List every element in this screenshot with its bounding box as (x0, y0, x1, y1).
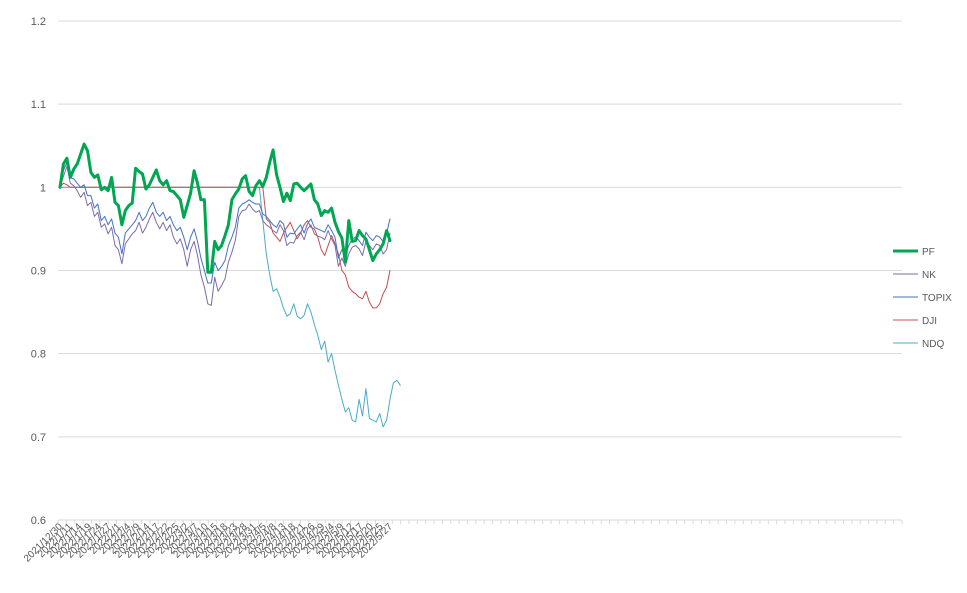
series-line-pf (58, 142, 392, 274)
legend-label-pf: PF (922, 247, 935, 258)
legend-label-ndq: NDQ (922, 339, 944, 350)
series-line-nk (59, 166, 391, 306)
y-tick-label: 0.8 (31, 349, 46, 361)
y-tick-label: 0.6 (31, 515, 46, 527)
gridlines (58, 20, 902, 521)
legend: PF NK TOPIX DJI NDQ (893, 247, 952, 350)
y-axis: 0.6 0.7 0.8 0.9 1 1.1 1.2 (31, 16, 46, 527)
series-line-topix (59, 161, 391, 284)
x-axis: 2021/12/302022/1/112022/1/142022/1/19202… (22, 519, 903, 565)
y-tick-label: 0.7 (31, 432, 46, 444)
y-tick-label: 1 (40, 182, 46, 194)
series-lines (58, 142, 401, 428)
y-tick-label: 1.1 (31, 99, 46, 111)
y-tick-label: 1.2 (31, 16, 46, 28)
legend-label-dji: DJI (922, 316, 937, 327)
legend-label-topix: TOPIX (922, 293, 952, 304)
y-tick-label: 0.9 (31, 266, 46, 278)
series-line-dji (59, 182, 391, 309)
legend-label-nk: NK (922, 270, 936, 281)
